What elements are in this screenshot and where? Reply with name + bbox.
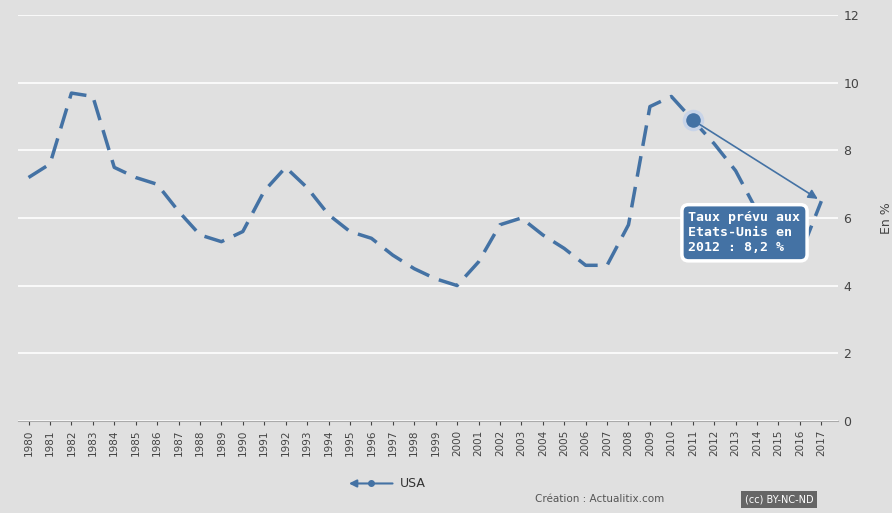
Text: Création : Actualitix.com: Création : Actualitix.com [535,494,665,504]
Text: (cc) BY-NC-ND: (cc) BY-NC-ND [745,495,814,505]
Text: USA: USA [400,477,425,490]
Y-axis label: En %: En % [880,202,892,234]
Text: Taux prévu aux
Etats-Unis en
2012 : 8,2 %: Taux prévu aux Etats-Unis en 2012 : 8,2 … [689,211,800,254]
